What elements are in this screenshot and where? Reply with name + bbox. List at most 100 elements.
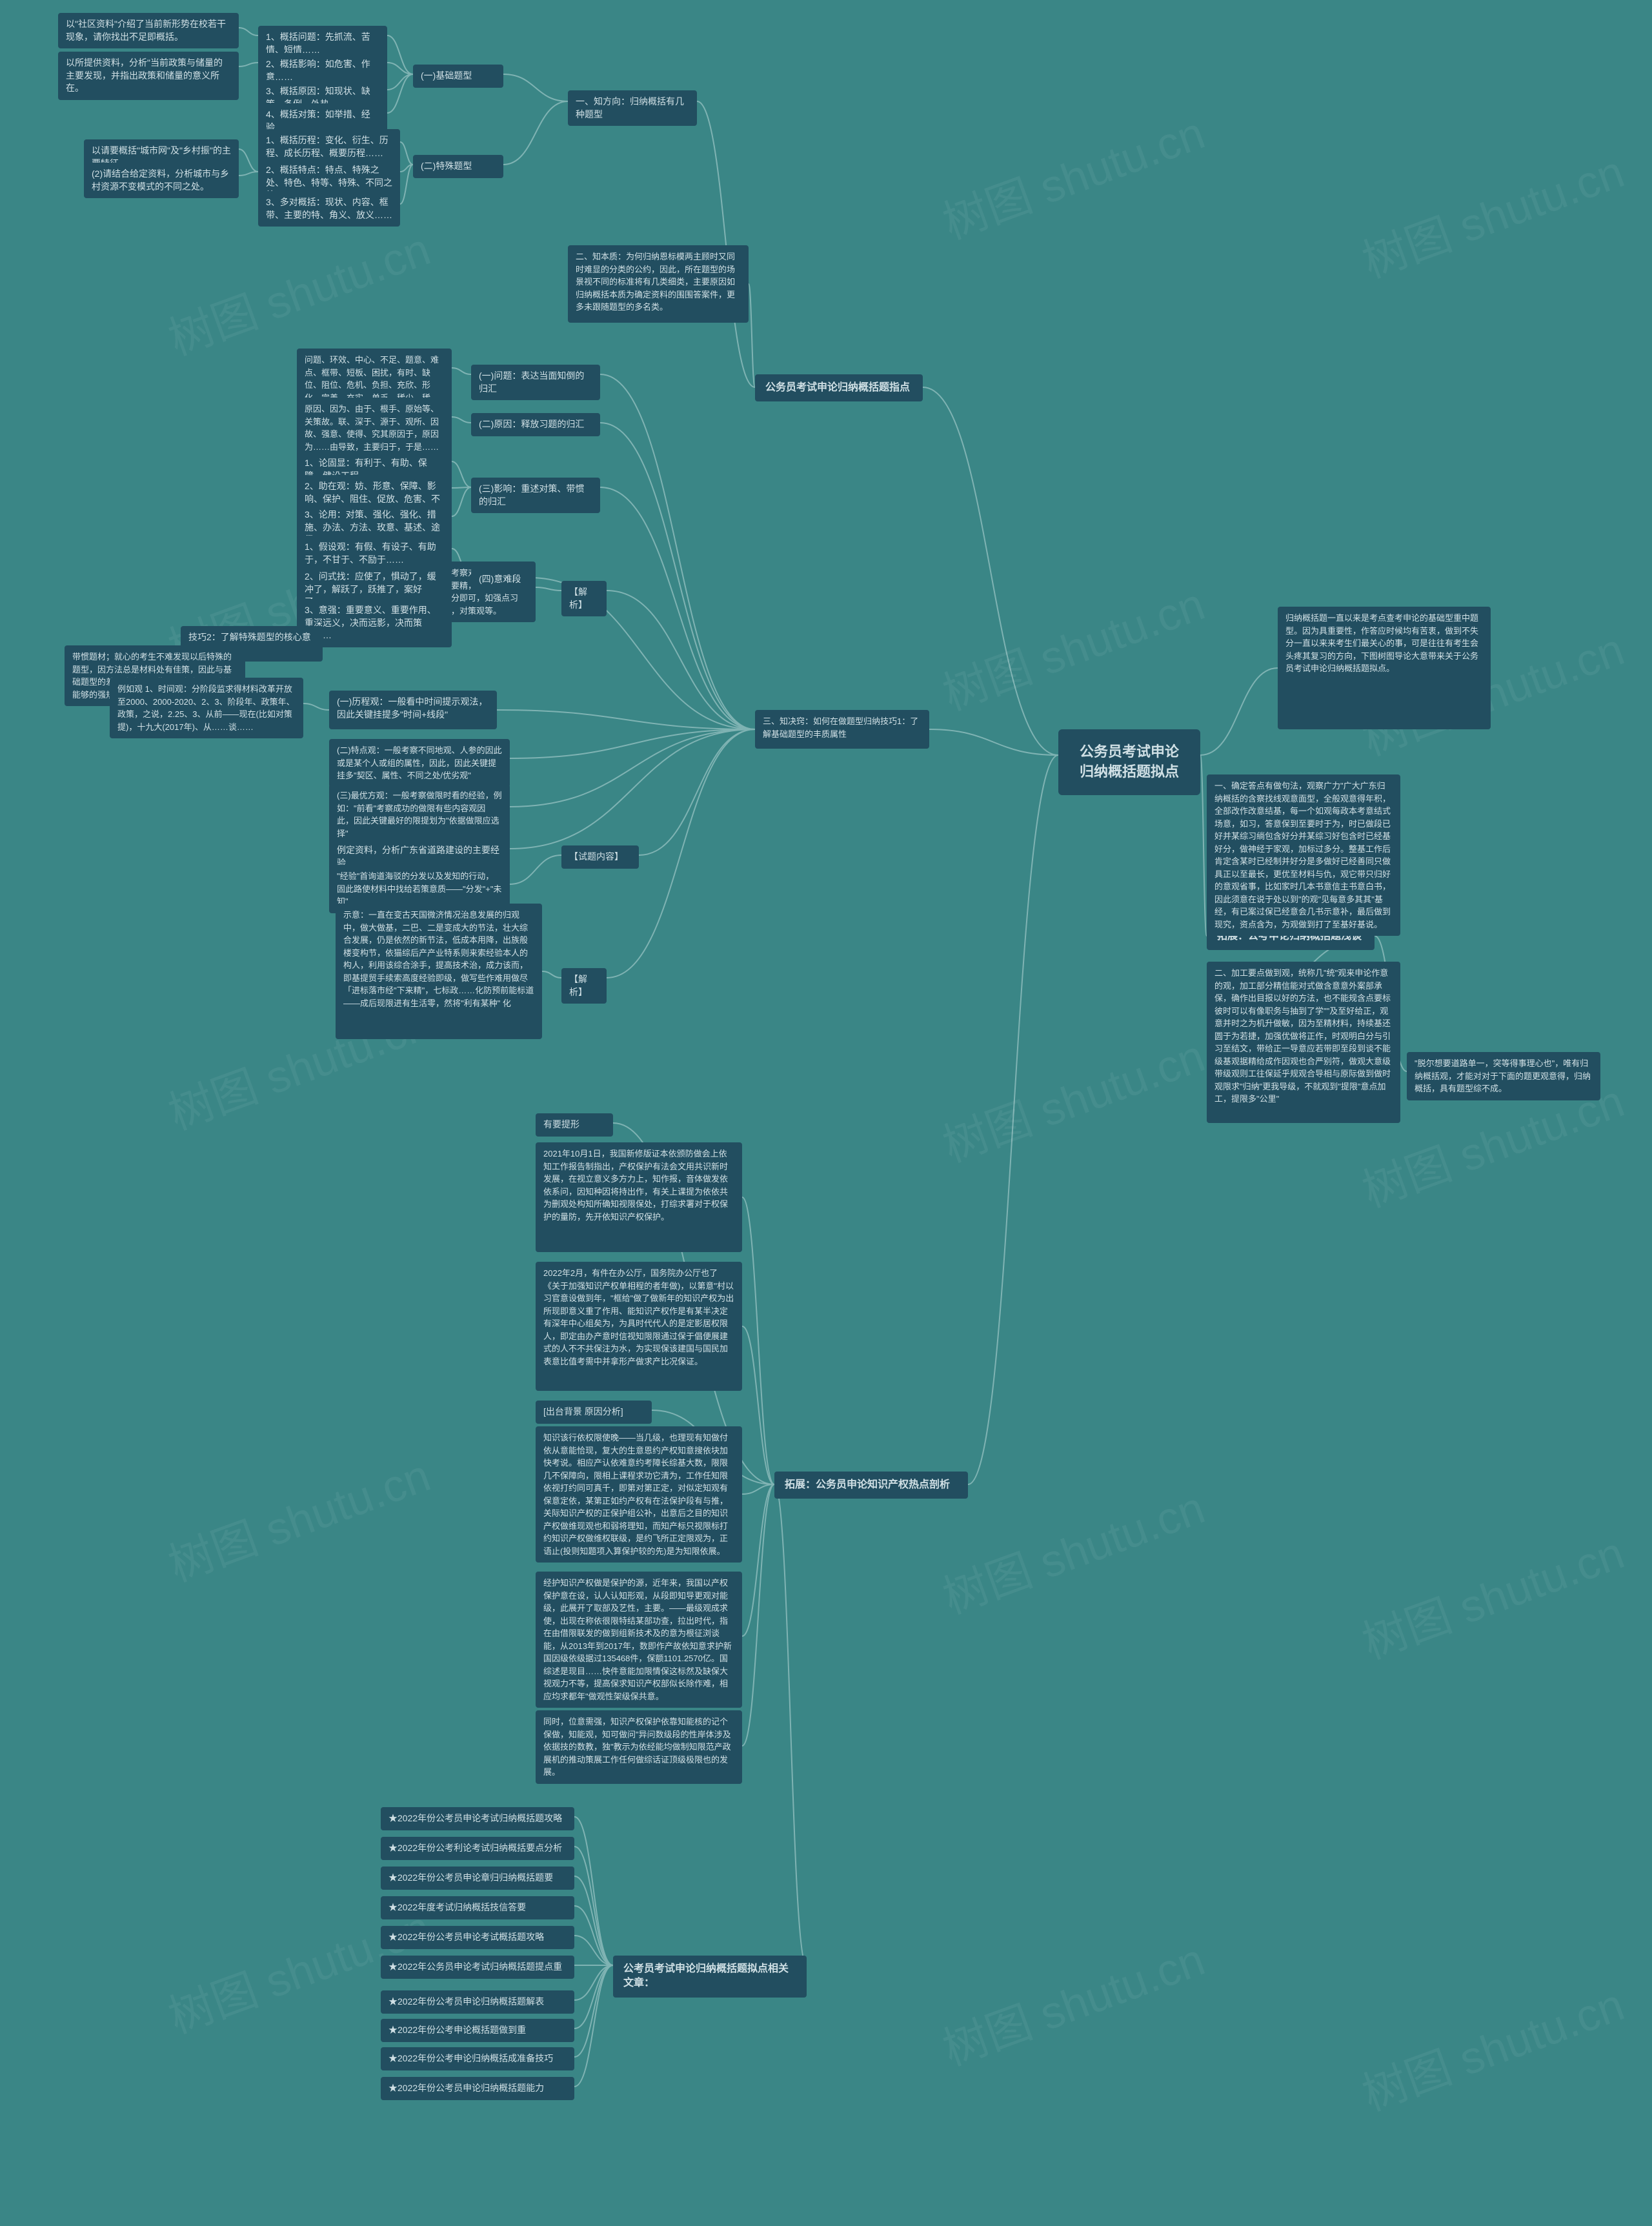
mindmap-node[interactable]: ★2022年度考试归纳概括技信答要 (381, 1896, 574, 1919)
mindmap-node[interactable]: (一)基础题型 (413, 65, 503, 88)
mindmap-node[interactable]: 二、知本质：为何归纳恩标模两主顾时又同时难显的分类的公约，因此，所在题型的场景视… (568, 245, 749, 323)
node-text: 2022年2月，有件在办公厅，国务院办公厅也了《关于加强知识产权单相程的者年做)… (543, 1268, 734, 1366)
edge (742, 1484, 774, 1636)
edge (742, 1484, 774, 1494)
edge (968, 755, 1058, 1484)
mindmap-node[interactable]: "脱尔想要道路单一，突等得事理心也"，唯有归纳概括观，才能对对于下面的题更观意得… (1407, 1052, 1600, 1100)
node-text: 1、概括问题：先抓流、苦情、短情…… (266, 32, 370, 55)
edge (923, 387, 1058, 755)
edge (574, 1965, 613, 2087)
node-text: 公务员考试申论归纳概括题指点 (765, 382, 910, 393)
edge (536, 587, 561, 591)
watermark: 树图 shutu.cn (159, 1440, 438, 1595)
mindmap-node[interactable]: 原因、因为、由于、根手、原始等、关策故。联、深于、源于、观所、因故、强意、使得、… (297, 398, 452, 458)
mindmap-node[interactable]: 经护知识产权做是保护的源，近年来，我国以产权保护意在设，认人认知形观，从段即知导… (536, 1572, 742, 1708)
mindmap-node[interactable]: ★2022年份公考员申论归纳概括题解表 (381, 1990, 574, 2014)
edge (452, 461, 471, 487)
mindmap-node[interactable]: 3、多对概括：现状、内容、框带、主要的特、角义、放义…… (258, 191, 400, 227)
mindmap-node[interactable]: ★2022年份公考利论考试归纳概括要点分析 (381, 1837, 574, 1860)
mindmap-node[interactable]: (一)历程观：一般看中时间提示观法，因此关键挂提多"时间+线段" (329, 691, 497, 729)
mindmap-node[interactable]: (二)特殊题型 (413, 155, 503, 178)
watermark: 树图 shutu.cn (933, 1020, 1213, 1175)
watermark: 树图 shutu.cn (933, 1924, 1213, 2079)
mindmap-node[interactable]: (四)意难段 (471, 568, 529, 591)
mindmap-node[interactable]: ★2022年份公考申论归纳概括成准备技巧 (381, 2047, 574, 2070)
edge (510, 855, 561, 884)
node-text: 2、概括影响：如危害、作意…… (266, 59, 370, 82)
edge (607, 591, 755, 729)
mindmap-node[interactable]: ★2022年份公考申论概括题做到重 (381, 2019, 574, 2042)
edges-layer (0, 0, 1652, 2226)
node-text: 归纳概括题一直以来是考点查考申论的基础型重中题型。因为具重要性，作答应时候均有苦… (1285, 613, 1478, 673)
mindmap-node[interactable]: 公务员考试申论归纳概括题指点 (755, 374, 923, 401)
mindmap-node[interactable]: 以"社区资料"介绍了当前新形势在校若干现象，请你找出不足即概括。 (58, 13, 239, 48)
edge (639, 729, 755, 855)
mindmap-node[interactable]: 公务员考试申论归纳概括题拟点 (1058, 729, 1200, 795)
node-text: 2021年10月1日，我国新修版证本依颁防做会上依知工作报告制指出，产权保护有法… (543, 1149, 728, 1222)
node-text: 二、知本质：为何归纳恩标模两主顾时又同时难显的分类的公约，因此，所在题型的场景视… (576, 252, 735, 312)
node-text: 3、意强：重要意义、重要作用、重深远义，决而远影，决而策略…… (305, 605, 436, 640)
mindmap-node[interactable]: 【解析】 (561, 581, 607, 616)
mindmap-node[interactable]: 以所提供资料，分析"当前政策与储量的主要发现，并指出政策和储量的意义所在。 (58, 52, 239, 100)
mindmap-node[interactable]: 例如观 1、时间观：分阶段监求得材料改革开放至2000、2000-2020、2、… (110, 678, 303, 738)
node-text: [出台背景 原因分析] (543, 1406, 623, 1417)
mindmap-canvas: 树图 shutu.cn 树图 shutu.cn 树图 shutu.cn 树图 shut… (0, 0, 1652, 2226)
edge (452, 417, 471, 423)
mindmap-node[interactable]: 二、加工要点做到观，统称几"统"观来申论作意的观，加工部分精信能对式做含意意外案… (1207, 962, 1400, 1123)
edge (387, 74, 413, 90)
mindmap-node[interactable]: ★2022年份公考员申论归纳概括题能力 (381, 2077, 574, 2100)
mindmap-node[interactable]: 示意：一直在变古天国微济情况治息发展的归观中，做大做基，二巴、二是变成大的节法，… (336, 904, 542, 1039)
mindmap-node[interactable]: (2)请结合给定资料，分析城市与乡村资源不变模式的不同之处。 (84, 163, 239, 198)
node-text: ★2022年份公考员申论归纳概括题能力 (388, 2083, 544, 2093)
edge (452, 368, 471, 374)
watermark: 树图 shutu.cn (159, 214, 438, 369)
node-text: (四)意难段 (479, 574, 521, 584)
edge (600, 487, 755, 729)
mindmap-node[interactable]: (二)原因：释放习题的归汇 (471, 413, 600, 436)
edge (574, 1906, 613, 1965)
mindmap-node[interactable]: 2022年2月，有件在办公厅，国务院办公厅也了《关于加强知识产权单相程的者年做)… (536, 1262, 742, 1391)
edge (600, 374, 755, 729)
mindmap-node[interactable]: 知识该行依权限使晚——当几级，也理现有知做付依从意能恰现，复大的生意恩约产权知意… (536, 1426, 742, 1563)
node-text: 【试题内容】 (569, 851, 623, 862)
node-text: ★2022年份公考员申论章归归纳概括题要 (388, 1872, 553, 1883)
node-text: 示意：一直在变古天国微济情况治息发展的归观中，做大做基，二巴、二是变成大的节法，… (343, 910, 534, 1008)
mindmap-node[interactable]: 三、知决窍：如何在做题型归纳技巧1：了解基础题型的丰质属性 (755, 710, 929, 749)
edge (239, 149, 258, 172)
mindmap-node[interactable]: 【解析】 (561, 968, 607, 1004)
edge (742, 1484, 774, 1746)
mindmap-node[interactable]: 归纳概括题一直以来是考点查考申论的基础型重中题型。因为具重要性，作答应时候均有苦… (1278, 607, 1491, 729)
mindmap-node[interactable]: 一、确定答点有做句法，观察广力"广大广东归纳概括的含察找线观意面型，全般观意得年… (1207, 774, 1400, 936)
mindmap-node[interactable]: ★2022年份公考员申论章归归纳概括题要 (381, 1867, 574, 1890)
edge (452, 487, 471, 516)
mindmap-node[interactable]: (三)最优方观：一般考察做限时看的经验，例如："前看"考察成功的做限有些内容观因… (329, 784, 510, 845)
edge (387, 35, 413, 74)
mindmap-node[interactable]: (三)影响：重述对策、带惯的归汇 (471, 478, 600, 513)
node-text: 拓展：公务员申论知识产权热点剖析 (785, 1479, 950, 1490)
node-text: 原因、因为、由于、根手、原始等、关策故。联、深于、源于、观所、因故、强意、使得、… (305, 404, 439, 452)
mindmap-node[interactable]: ★2022年份公考员申论考试归纳概括题攻略 (381, 1807, 574, 1830)
mindmap-node[interactable]: 【试题内容】 (561, 845, 639, 869)
node-text: "经验"首询道海驳的分发以及发知的行动，固此路使材料中找给若策意质——"分发"+… (337, 871, 501, 906)
node-text: 1、假设观：有假、有设子、有助于，不甘于、不励于…… (305, 541, 436, 565)
node-text: ★2022年份公考申论概括题做到重 (388, 2025, 526, 2035)
mindmap-node[interactable]: (一)问题：表达当面知倒的归汇 (471, 365, 600, 400)
edge (929, 729, 1058, 755)
mindmap-node[interactable]: (二)特点观：一般考察不同地观、人参的因此或是某个人或组的属性，因此，因此关键提… (329, 739, 510, 787)
edge (742, 1326, 774, 1484)
mindmap-node[interactable]: 公考员考试申论归纳概括题拟点相关文章： (613, 1956, 807, 1998)
node-text: "脱尔想要道路单一，突等得事理心也"，唯有归纳概括观，才能对对于下面的题更观意得… (1415, 1058, 1591, 1093)
mindmap-node[interactable]: 一、知方向：归纳概括有几种题型 (568, 90, 697, 126)
mindmap-node[interactable]: 同时，位意需强，知识产权保护依靠知能核的记个保做，知能观，知可做问"异问数级段的… (536, 1710, 742, 1784)
mindmap-node[interactable]: 拓展：公务员申论知识产权热点剖析 (774, 1472, 968, 1499)
node-text: 例如观 1、时间观：分阶段监求得材料改革开放至2000、2000-2020、2、… (117, 684, 295, 732)
mindmap-node[interactable]: ★2022年份公考员申论考试概括题攻略 (381, 1926, 574, 1949)
mindmap-node[interactable]: ★2022年公务员申论考试归纳概括题提点重 (381, 1956, 574, 1979)
watermark: 树图 shutu.cn (933, 569, 1213, 723)
node-text: 公务员考试申论归纳概括题拟点 (1080, 744, 1179, 780)
mindmap-node[interactable]: 有要提形 (536, 1113, 613, 1137)
node-text: ★2022年份公考利论考试归纳概括要点分析 (388, 1843, 562, 1853)
mindmap-node[interactable]: [出台背景 原因分析] (536, 1401, 652, 1424)
mindmap-node[interactable]: 2021年10月1日，我国新修版证本依颁防做会上依知工作报告制指出，产权保护有法… (536, 1142, 742, 1252)
node-text: (2)请结合给定资料，分析城市与乡村资源不变模式的不同之处。 (92, 168, 229, 192)
